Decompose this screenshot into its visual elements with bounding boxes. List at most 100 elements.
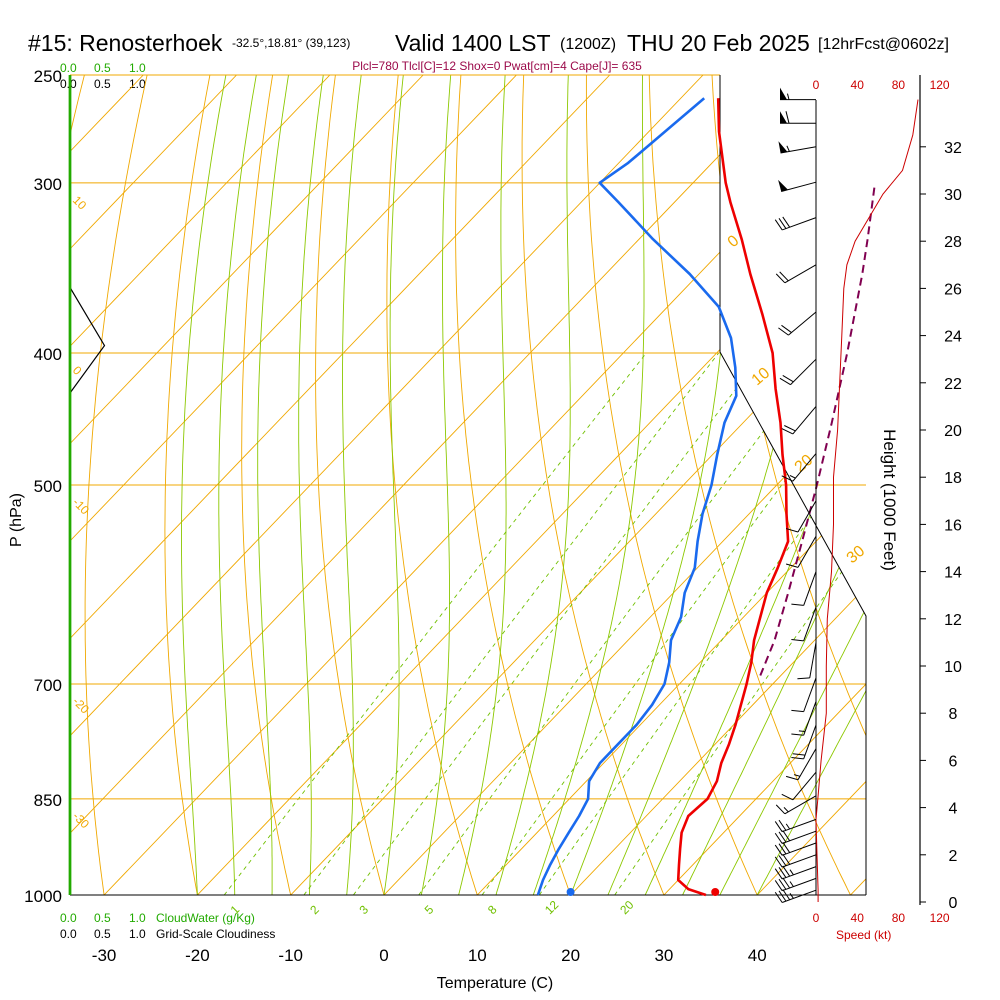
indices-line: Plcl=780 Tlcl[C]=12 Shox=0 Pwat[cm]=4 Ca… <box>352 59 642 73</box>
dry-adiabat-line <box>164 75 211 895</box>
moist-adiabat-line <box>719 75 866 895</box>
wind-barb <box>780 111 816 124</box>
station-location: -32.5°,18.81° (39,123) <box>232 36 350 50</box>
wind-barb <box>781 453 817 482</box>
wind-speed-tick-top: 40 <box>851 78 865 92</box>
mixing-ratio-label: 2 <box>307 902 322 917</box>
mixing-ratio-label: 3 <box>356 902 371 917</box>
moist-adiabat-line <box>342 75 362 895</box>
mixing-ratio-line <box>418 352 823 895</box>
cloudwater-legend-label: CloudWater (g/Kg) <box>156 911 255 925</box>
dry-adiabat-line <box>585 75 758 895</box>
dewpoint-line <box>536 97 738 896</box>
height-tick-label: 12 <box>944 612 962 629</box>
wind-barb <box>774 865 817 880</box>
parcel-line <box>759 182 876 676</box>
mixing-ratio-label: 20 <box>617 898 637 918</box>
dry-adiabat-label: 30 <box>844 543 869 568</box>
moist-adiabat-line <box>298 75 324 895</box>
mixing-ratio-line <box>614 352 866 895</box>
temperature-tick-label: -10 <box>278 946 303 965</box>
wind-barb <box>775 795 817 815</box>
mixing-ratio-line <box>481 352 866 895</box>
cloudiness-top-tick: 0.0 <box>60 77 77 91</box>
wind-barb <box>785 500 817 533</box>
cloudiness-legend-tick: 0.0 <box>60 927 77 941</box>
wind-barb <box>791 677 817 713</box>
pressure-tick-label: 700 <box>34 676 62 695</box>
wind-speed-tick-top: 0 <box>813 78 820 92</box>
wind-barb <box>774 877 817 892</box>
wind-barb <box>774 830 817 844</box>
valid-date: THU 20 Feb 2025 <box>627 30 810 56</box>
plot-frame <box>70 75 867 896</box>
wind-barb <box>774 216 817 231</box>
moist-adiabat-line <box>218 75 257 895</box>
height-tick-label: 32 <box>944 140 962 157</box>
height-tick-label: 26 <box>944 281 962 298</box>
sounding-profiles <box>536 97 876 897</box>
height-tick-label: 24 <box>944 329 962 346</box>
mixing-ratio-line <box>303 352 720 895</box>
dry-adiabat-label: 20 <box>792 452 817 477</box>
temperature-tick-label: -20 <box>185 946 210 965</box>
isotherm-line <box>70 75 237 895</box>
cloudwater-legend: 0.0 0.5 1.0 CloudWater (g/Kg) <box>60 911 255 925</box>
isotherm-line <box>850 75 866 895</box>
y-axis-title: P (hPa) <box>8 493 25 547</box>
wind-barb <box>797 642 817 680</box>
dry-adiabat-line <box>963 75 1000 895</box>
cloudiness-scale-top: 0.0 0.5 1.0 <box>60 77 146 91</box>
cloudwater-top-tick: 1.0 <box>129 61 146 75</box>
height-tick-label: 16 <box>944 517 962 534</box>
cloudiness-top-tick: 1.0 <box>129 77 146 91</box>
height-tick-label: 20 <box>944 423 962 440</box>
temperature-tick-label: 20 <box>561 946 580 965</box>
height-tick-label: 18 <box>944 470 962 487</box>
wind-barb <box>780 87 816 101</box>
isotherm-label: -20 <box>70 694 92 716</box>
wind-speed-tick-bottom: 0 <box>813 911 820 925</box>
wind-barb <box>774 853 817 868</box>
dry-adiabat-line <box>241 75 292 895</box>
forecast-label: [12hrFcst@0602z] <box>818 36 949 53</box>
cloudiness-top-tick: 0.5 <box>94 77 111 91</box>
wind-speed-label: Speed (kt) <box>836 928 891 942</box>
moist-adiabat-line <box>257 75 289 895</box>
plot-right-border <box>719 75 867 895</box>
moist-adiabat-line <box>383 75 404 895</box>
cloudiness-legend-tick: 1.0 <box>129 927 146 941</box>
wind-barb <box>781 406 817 435</box>
station-title: #15: Renosterhoek <box>28 30 223 56</box>
pressure-tick-label: 850 <box>34 791 62 810</box>
wind-barb <box>791 701 817 736</box>
temperature-tick-label: 40 <box>748 946 767 965</box>
cloudiness-legend: 0.0 0.5 1.0 Grid-Scale Cloudiness <box>60 927 275 941</box>
temperature-tick-label: 0 <box>379 946 388 965</box>
wind-barb <box>775 264 817 284</box>
wind-barb <box>785 748 817 781</box>
wind-barb <box>778 141 817 154</box>
wind-panel: 0 0 40 40 80 80 120 120 <box>774 78 950 925</box>
wind-speed-line <box>815 99 919 902</box>
dry-adiabat-line <box>386 75 478 895</box>
wind-barb <box>774 889 817 903</box>
cloudiness-legend-label: Grid-Scale Cloudiness <box>156 927 275 941</box>
moist-adiabat-line <box>644 75 866 895</box>
isotherm-line <box>70 75 424 895</box>
cloudwater-legend-tick: 1.0 <box>129 911 146 925</box>
wind-barb <box>778 311 817 336</box>
mixing-ratio-label: 5 <box>422 902 437 917</box>
height-tick-label: 8 <box>949 706 958 723</box>
height-tick-label: 6 <box>949 753 958 770</box>
isotherm-label: 10 <box>70 193 90 213</box>
zulu-time: (1200Z) <box>560 36 616 53</box>
dry-adiabat-line <box>84 75 148 895</box>
moist-adiabat-line <box>420 75 452 895</box>
isotherm-label: -30 <box>70 809 92 831</box>
height-tick-label: 4 <box>949 801 958 818</box>
wind-barb <box>774 842 817 856</box>
wind-barb <box>778 179 817 193</box>
